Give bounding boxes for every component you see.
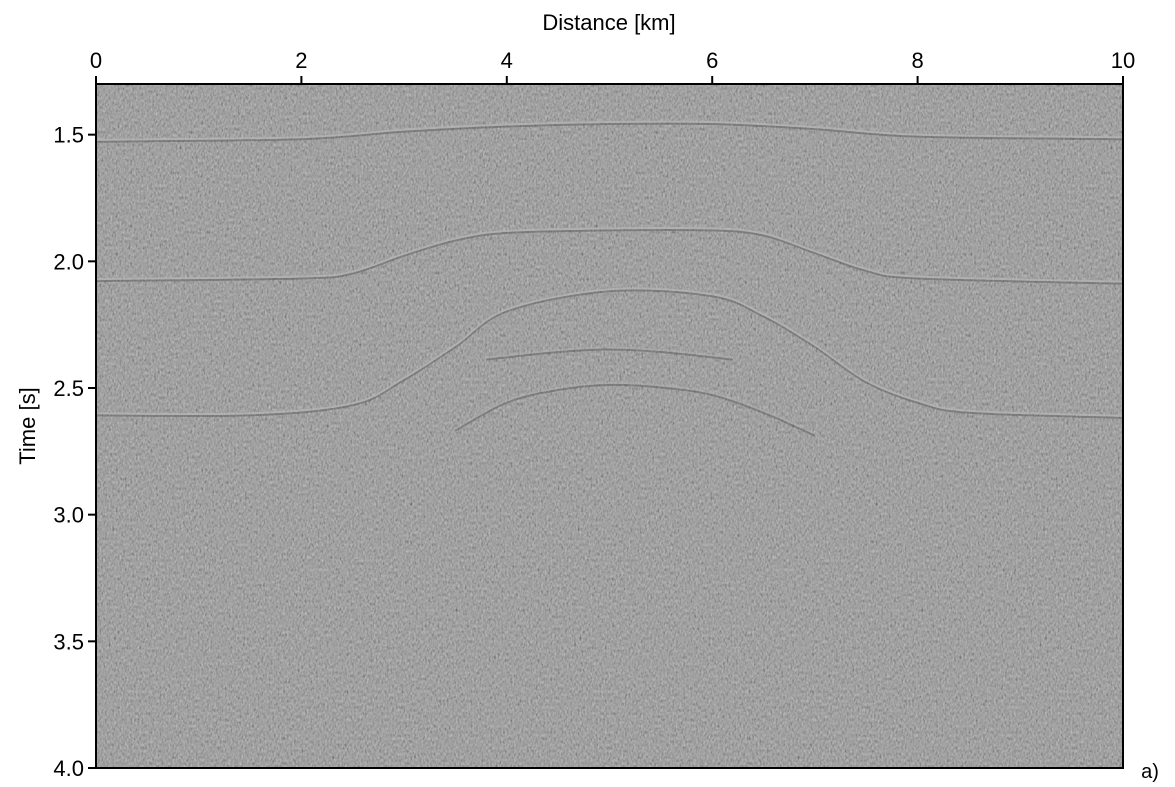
reflector-shadow xyxy=(96,289,1123,419)
x-axis-label: Distance [km] xyxy=(542,10,675,35)
y-tick-label: 1.5 xyxy=(53,123,84,148)
y-tick-label: 2.0 xyxy=(53,249,84,274)
x-tick-label: 8 xyxy=(911,48,923,73)
reflector-shadow xyxy=(96,122,1123,143)
reflector-line xyxy=(96,226,1123,283)
x-tick-label: 2 xyxy=(295,48,307,73)
x-tick-label: 6 xyxy=(706,48,718,73)
reflector-line xyxy=(96,120,1123,141)
seismic-noise-texture xyxy=(96,84,1123,768)
panel-label: a) xyxy=(1141,761,1159,783)
x-tick-label: 4 xyxy=(501,48,513,73)
reflector-shadow xyxy=(454,383,816,437)
y-tick-label: 3.0 xyxy=(53,503,84,528)
reflector-line xyxy=(96,287,1123,417)
y-tick-label: 4.0 xyxy=(53,756,84,781)
y-axis-label: Time [s] xyxy=(15,387,40,464)
y-tick-label: 2.5 xyxy=(53,376,84,401)
reflector-shadow xyxy=(96,228,1123,285)
reflector-line xyxy=(454,381,816,435)
reflector-line xyxy=(486,346,733,359)
reflector-events xyxy=(96,120,1123,437)
reflector-shadow xyxy=(486,348,733,361)
x-axis-ticks: 0 2 4 6 8 10 xyxy=(90,48,1135,84)
x-tick-label: 0 xyxy=(90,48,102,73)
x-tick-label: 10 xyxy=(1111,48,1135,73)
plot-frame xyxy=(95,83,1124,769)
y-axis-ticks: 1.5 2.0 2.5 3.0 3.5 4.0 xyxy=(53,123,96,781)
y-tick-label: 3.5 xyxy=(53,629,84,654)
